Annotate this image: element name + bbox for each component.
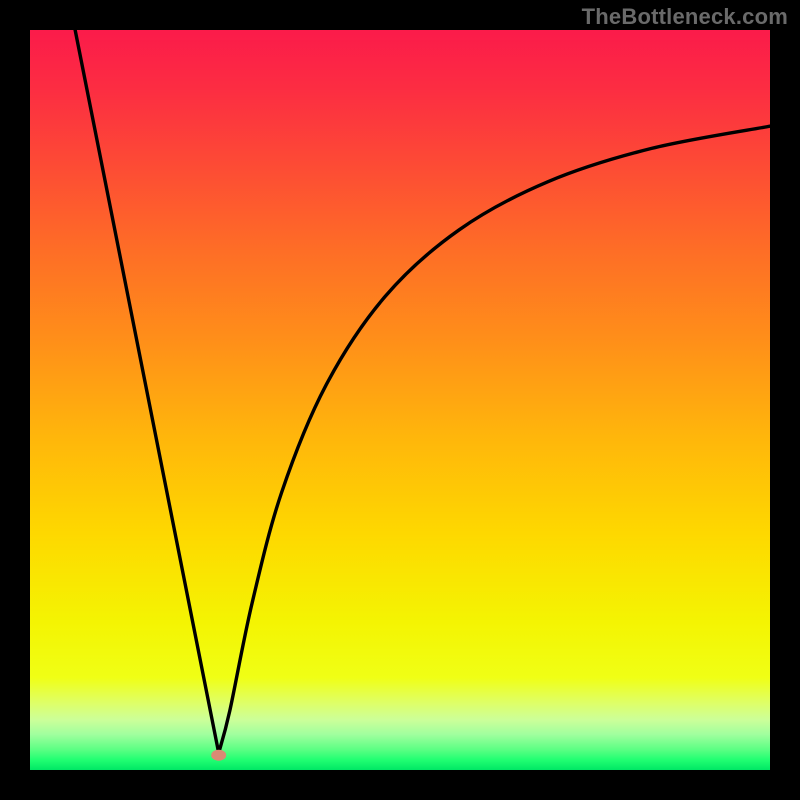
bottleneck-chart-svg (30, 30, 770, 770)
plot-area (30, 30, 770, 770)
watermark-text: TheBottleneck.com (582, 4, 788, 30)
chart-frame: TheBottleneck.com (0, 0, 800, 800)
gradient-background (30, 30, 770, 770)
optimum-marker (212, 750, 226, 760)
